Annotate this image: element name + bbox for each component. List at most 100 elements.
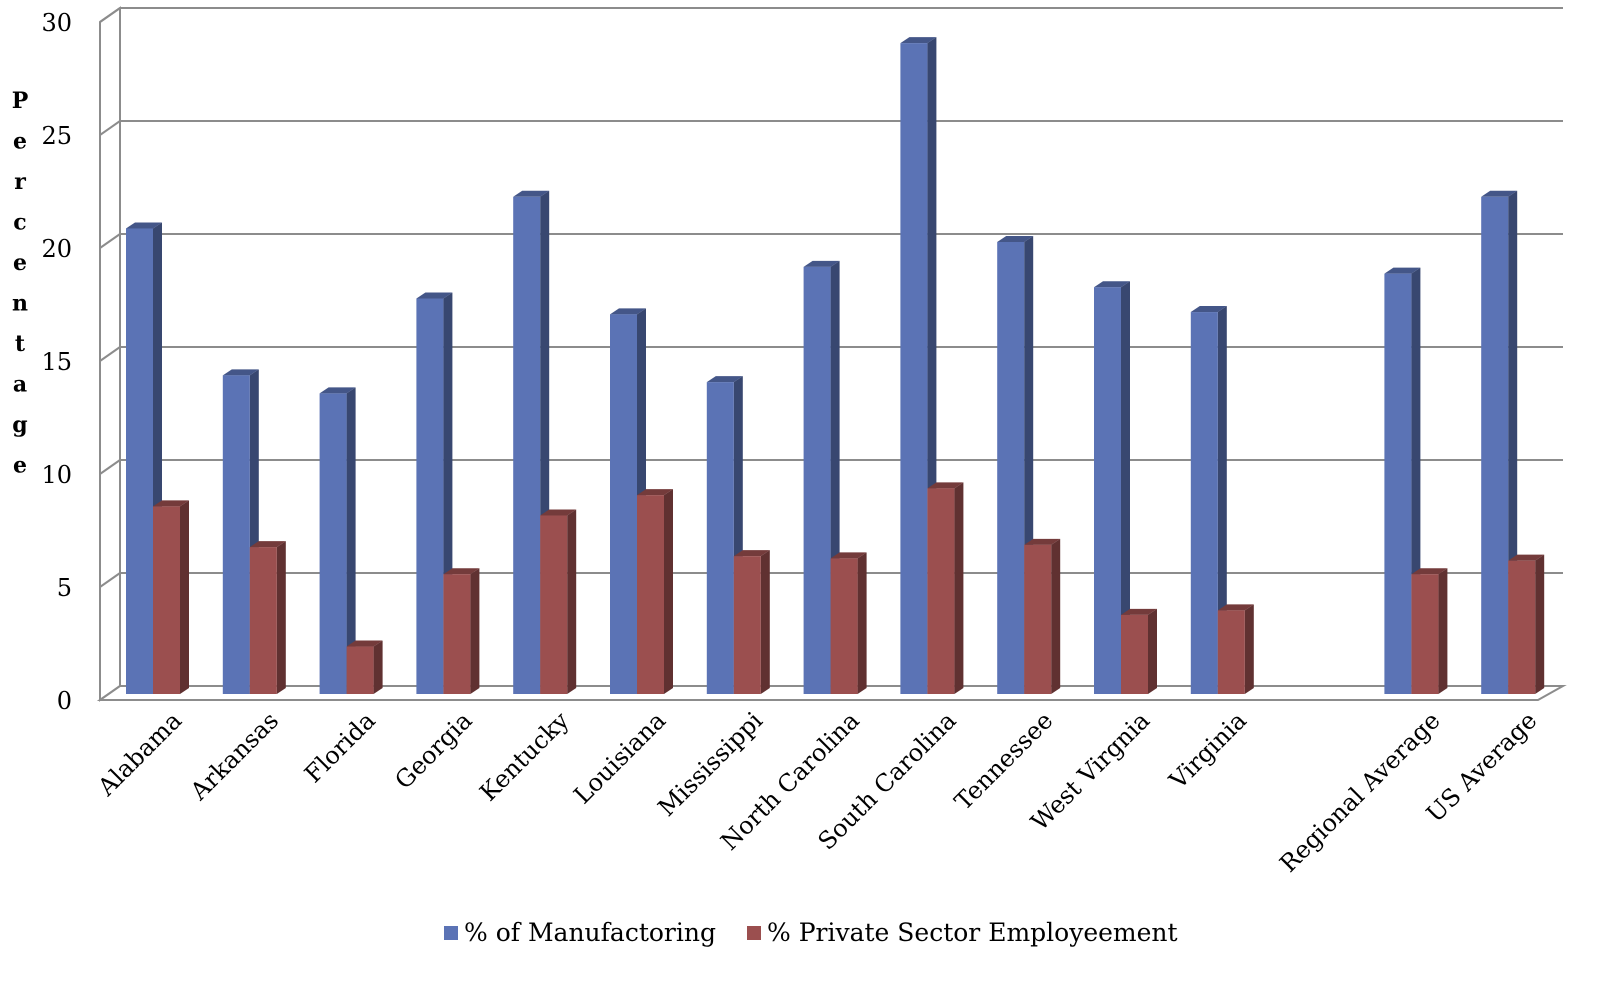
bar-top: [803, 260, 840, 267]
bar-front: [1121, 614, 1148, 694]
bar-side: [373, 640, 383, 694]
y-axis-label-letter: e: [13, 250, 27, 276]
bar-top: [443, 568, 480, 575]
bar-top: [830, 552, 867, 559]
bar: [319, 387, 356, 694]
bar: [153, 500, 189, 694]
bar-front: [443, 574, 471, 694]
bar-front: [222, 375, 250, 694]
bar-front: [1384, 273, 1412, 694]
y-tick-label: 0: [57, 687, 72, 715]
bar-top: [513, 190, 550, 197]
bar: [1508, 554, 1545, 694]
bar-side: [567, 509, 577, 694]
y-axis-ticks: 0 5 10 15 20 25 30: [41, 9, 72, 715]
bar-top: [1217, 604, 1254, 611]
bar: [1121, 608, 1157, 694]
category-label: Georgia: [389, 706, 477, 794]
y-tick-label: 5: [57, 574, 72, 602]
bar-front: [1217, 610, 1245, 694]
bar: [927, 482, 964, 694]
y-axis-label-letter: r: [14, 169, 26, 195]
bar-side: [1244, 604, 1254, 694]
category-label: Arkansas: [184, 706, 284, 806]
bar: [637, 489, 673, 694]
bar-side: [346, 387, 356, 694]
y-axis-label-letter: c: [13, 210, 26, 236]
bar-front: [153, 506, 180, 694]
bar-front: [416, 298, 444, 694]
bar-front: [1411, 574, 1439, 694]
bar-front: [927, 488, 955, 694]
bar-side: [1535, 554, 1545, 694]
legend-swatch: [747, 926, 761, 940]
bar-front: [706, 382, 734, 694]
bars: [126, 37, 1545, 695]
bar-top: [346, 640, 383, 647]
y-axis-label-letter: e: [13, 129, 27, 155]
bar-top: [610, 308, 646, 315]
gridline-side: [99, 346, 121, 362]
bar-top: [416, 292, 453, 299]
y-axis-label-letter: a: [13, 372, 27, 398]
bar-top: [1411, 568, 1448, 575]
legend-label: % Private Sector Employeement: [767, 918, 1178, 947]
category-label: Virginia: [1163, 706, 1252, 795]
bar-top: [126, 222, 162, 229]
y-tick-label: 30: [41, 9, 72, 37]
bar-side: [664, 489, 673, 694]
bar-top: [1481, 190, 1518, 197]
bar: [1190, 306, 1227, 694]
bar: [346, 640, 383, 694]
bar-side: [1438, 568, 1448, 694]
category-label: Alabama: [92, 706, 188, 802]
bar-front: [610, 314, 637, 694]
bar-top: [222, 369, 259, 376]
bar-top: [997, 236, 1034, 242]
bar-front: [830, 558, 858, 694]
bar-side: [760, 550, 770, 694]
category-label: Louisiana: [568, 706, 671, 809]
bar-top: [706, 376, 743, 383]
bar-front: [346, 646, 374, 694]
legend-swatch: [444, 926, 458, 940]
bar: [830, 552, 867, 694]
bar: [1411, 568, 1448, 694]
y-axis-label-letter: t: [15, 331, 26, 357]
bar-front: [540, 515, 568, 694]
bar-front: [1190, 312, 1218, 694]
bar-front: [637, 495, 664, 694]
category-label: Regional Average: [1274, 706, 1445, 877]
bar-side: [1217, 306, 1227, 694]
y-tick-label: 15: [41, 348, 72, 376]
bar-side: [276, 541, 286, 694]
bar-front: [1024, 544, 1052, 694]
gridline-side: [99, 233, 121, 249]
bar-front: [249, 547, 277, 694]
bar: [1024, 538, 1061, 694]
category-label: Florida: [299, 706, 381, 788]
bar-front: [126, 228, 153, 694]
bar-side: [954, 482, 964, 694]
bar-side: [1121, 281, 1130, 694]
gridline-side: [99, 7, 121, 23]
bar-side: [470, 568, 480, 694]
gridline-side: [99, 120, 121, 136]
bar: [249, 541, 286, 694]
y-tick-label: 25: [41, 122, 72, 150]
bar: [706, 376, 743, 694]
bar-top: [540, 509, 577, 516]
bar-front: [733, 556, 761, 694]
bar-side: [857, 552, 867, 694]
bar-front: [513, 196, 541, 695]
bar-front: [1481, 196, 1509, 695]
bar-top: [1094, 281, 1130, 288]
bar-top: [319, 387, 356, 394]
bar: [540, 509, 577, 694]
y-tick-label: 20: [41, 235, 72, 263]
bar-top: [1121, 608, 1157, 615]
bar-front: [900, 43, 928, 695]
